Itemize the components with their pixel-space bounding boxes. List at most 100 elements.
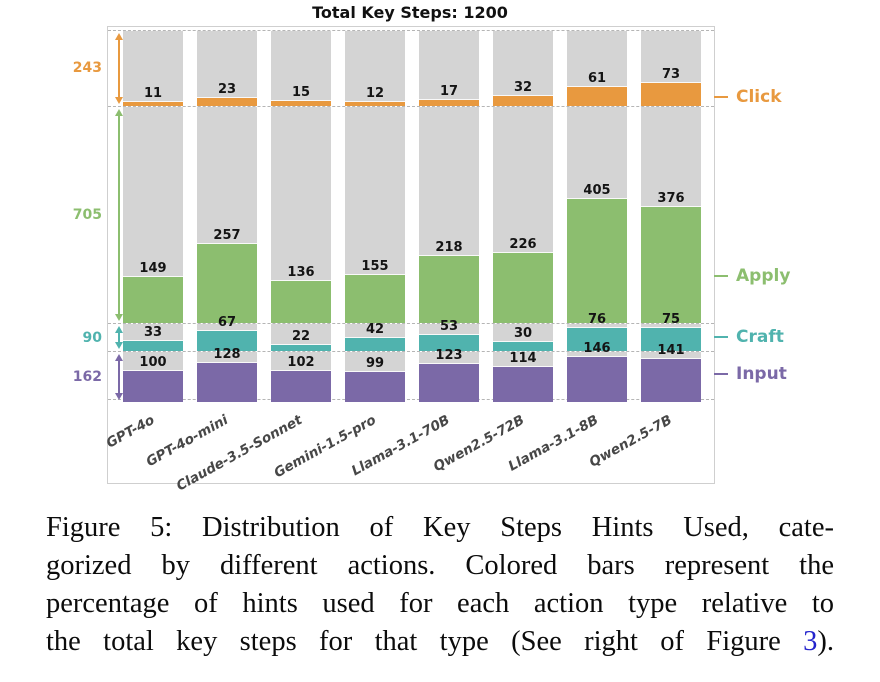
- category-total: 705: [72, 206, 102, 223]
- bar-segment: [641, 207, 701, 323]
- bar-slot: 100: [123, 352, 183, 402]
- bar-slot: 99: [345, 352, 405, 402]
- background-bar: [123, 31, 183, 106]
- legend-label-click: Click: [714, 86, 782, 108]
- value-label: 218: [435, 239, 463, 255]
- range-arrow-part: [118, 38, 120, 99]
- bar-segment: [567, 357, 627, 402]
- bar-segment: [197, 362, 257, 402]
- bar-slot: 155: [345, 106, 405, 323]
- bar-segment: [197, 98, 257, 106]
- range-arrow-part: [115, 313, 123, 321]
- value-label: 226: [509, 237, 537, 253]
- band-craft: 33 67 22 42 53 30 76 75 90: [83, 313, 714, 352]
- bar-segment: [641, 328, 701, 352]
- bar-segment: [123, 277, 183, 323]
- plot-bands: 11 23 15 12 17 32 61 73 243 149 257 136 155 218 226 405…: [73, 30, 714, 402]
- value-label: 22: [291, 328, 311, 344]
- bar-slot: 136: [271, 106, 331, 323]
- range-arrow-part: [115, 392, 123, 400]
- bar-slot: 141: [641, 344, 701, 402]
- bar-segment: [493, 95, 553, 106]
- background-bar: [197, 31, 257, 106]
- legend-tick: [714, 275, 728, 277]
- bar-slot: 42: [345, 323, 405, 352]
- band-row: 33 67 22 42 53 30 76 75: [108, 313, 714, 352]
- figure-3-link[interactable]: 3: [803, 626, 818, 657]
- category-total: 243: [72, 60, 102, 77]
- value-label: 149: [139, 261, 167, 277]
- bar-segment: [493, 253, 553, 323]
- chart-title: Total Key Steps: 1200: [312, 3, 508, 22]
- bar-segment: [123, 371, 183, 402]
- bar-segment: [197, 330, 257, 352]
- band-row: 100 128 102 99 123 114 146 141: [108, 342, 714, 402]
- value-label: 53: [439, 319, 459, 335]
- bar-slot: 218: [419, 106, 479, 323]
- legend-text: Click: [736, 87, 782, 107]
- category-total: 162: [72, 369, 102, 386]
- legend-label-input: Input: [714, 363, 787, 385]
- value-label: 405: [583, 182, 611, 198]
- caption-text: the total key steps for that type (See r…: [46, 626, 804, 657]
- range-arrow-part: [115, 108, 123, 116]
- legend-tick: [714, 373, 728, 375]
- bar-segment: [567, 86, 627, 106]
- bar-slot: 32: [493, 31, 553, 106]
- band-apply: 149 257 136 155 218 226 405 376 705: [73, 105, 714, 323]
- bar-slot: 405: [567, 106, 627, 323]
- bar-segment: [419, 255, 479, 323]
- background-bar: [345, 31, 405, 106]
- bar-slot: 75: [641, 313, 701, 352]
- band-row: 11 23 15 12 17 32 61 73: [108, 31, 714, 106]
- bar-segment: [271, 344, 331, 352]
- value-label: 75: [661, 312, 681, 328]
- range-arrow-part: [118, 330, 120, 345]
- bar-segment: [345, 275, 405, 323]
- value-label: 17: [439, 84, 459, 100]
- range-arrow: [114, 325, 124, 350]
- bar-segment: [271, 281, 331, 323]
- bar-slot: 67: [197, 316, 257, 352]
- value-label: 123: [435, 348, 463, 364]
- value-label: 42: [365, 322, 385, 338]
- background-bar: [419, 31, 479, 106]
- bar-slot: 11: [123, 31, 183, 106]
- bar-slot: 114: [493, 352, 553, 402]
- value-label: 73: [661, 67, 681, 83]
- bar-slot: 22: [271, 323, 331, 352]
- bar-segment: [567, 328, 627, 352]
- value-label: 33: [143, 325, 163, 341]
- bar-slot: 257: [197, 106, 257, 323]
- bar-slot: 128: [197, 348, 257, 402]
- bar-slot: 23: [197, 31, 257, 106]
- x-tick-label: GPT-4o: [103, 412, 157, 452]
- background-bar: [493, 31, 553, 106]
- bar-segment: [271, 100, 331, 106]
- bar-segment: [493, 342, 553, 352]
- range-arrow: [114, 354, 124, 400]
- value-label: 155: [361, 259, 389, 275]
- caption-line: the total key steps for that type (See r…: [46, 623, 834, 661]
- legend-text: Craft: [736, 327, 784, 347]
- bar-segment: [419, 364, 479, 402]
- value-label: 376: [657, 191, 685, 207]
- caption-line: gorized by different actions. Colored ba…: [46, 550, 834, 581]
- legend-label-apply: Apply: [714, 265, 790, 287]
- caption-line: percentage of hints used for each action…: [46, 588, 834, 619]
- value-label: 128: [213, 346, 241, 362]
- range-arrow: [114, 33, 124, 104]
- background-bar: [271, 31, 331, 106]
- band-input: 100 128 102 99 123 114 146 141 162: [73, 342, 714, 402]
- bar-slot: 146: [567, 342, 627, 402]
- bar-slot: 53: [419, 320, 479, 352]
- bar-segment: [493, 367, 553, 402]
- range-arrow-part: [115, 354, 123, 362]
- bar-slot: 76: [567, 313, 627, 352]
- caption-line: Figure 5: Distribution of Key Steps Hint…: [46, 512, 834, 543]
- value-label: 257: [213, 227, 241, 243]
- bar-slot: 61: [567, 31, 627, 106]
- value-label: 76: [587, 312, 607, 327]
- value-label: 32: [513, 79, 533, 95]
- chart-area: Total Key Steps: 1200 11 23 15 12 17 32 61 73 24…: [73, 3, 791, 494]
